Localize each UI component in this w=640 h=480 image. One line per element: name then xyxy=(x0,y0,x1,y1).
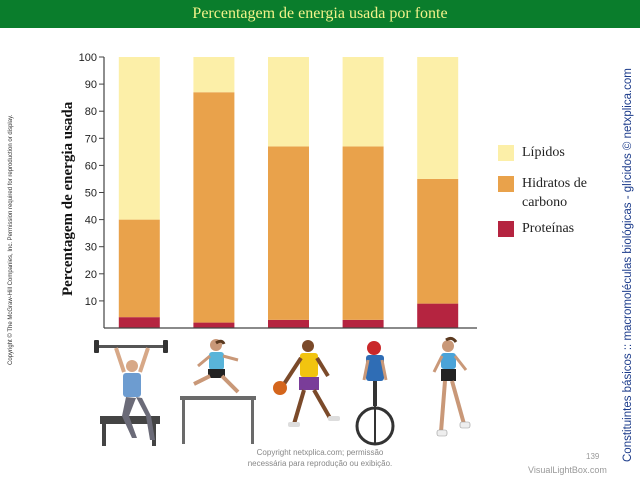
page-number: 139 xyxy=(586,452,600,461)
bar-segment xyxy=(342,146,384,320)
y-tick-label: 40 xyxy=(85,215,97,227)
page-title: Percentagem de energia usada por fonte xyxy=(0,0,640,28)
legend-item-lipidos: Lípidos xyxy=(498,143,612,162)
y-tick-label: 80 xyxy=(85,106,97,118)
y-tick-label: 50 xyxy=(85,188,97,200)
athlete-illustrations xyxy=(94,336,471,446)
side-credit: Constituintes básicos :: macromoléculas … xyxy=(622,68,634,462)
basketball-player-icon xyxy=(273,340,340,427)
bar-segment xyxy=(268,57,309,147)
footer-brand: VisualLightBox.com xyxy=(528,465,607,475)
legend-label-hidratos: Hidratos de carbono xyxy=(522,176,587,210)
y-tick-label: 20 xyxy=(85,269,97,281)
cyclist-icon xyxy=(355,341,395,446)
bar-segment xyxy=(268,319,309,328)
legend-swatch-proteinas xyxy=(498,221,514,237)
hurdler-icon xyxy=(180,339,256,444)
legend-swatch-lipidos xyxy=(498,145,514,161)
bar-segment xyxy=(342,319,384,328)
bar-segment xyxy=(342,57,384,147)
y-tick-label: 30 xyxy=(85,242,97,254)
bar-segment xyxy=(193,57,235,93)
bar-segment xyxy=(193,92,235,323)
watermark: Copyright netxplica.com; permissão neces… xyxy=(230,447,410,469)
weightlifter-icon xyxy=(94,340,168,446)
bar-segment xyxy=(268,146,309,320)
y-tick-label: 60 xyxy=(85,160,97,172)
bar-segment xyxy=(118,219,160,318)
bar-segment xyxy=(118,57,160,220)
bar-segment xyxy=(417,178,459,304)
legend-label-proteinas: Proteínas xyxy=(522,221,575,236)
y-tick-label: 70 xyxy=(85,133,97,145)
legend-label-lipidos: Lípidos xyxy=(522,145,565,160)
legend-item-hidratos: Hidratos de carbono xyxy=(498,174,612,212)
y-tick-label: 10 xyxy=(85,296,97,308)
watermark-line-2: necessária para reprodução ou exibição. xyxy=(247,459,393,468)
runner-icon xyxy=(432,336,471,437)
legend-swatch-hidratos xyxy=(498,176,514,192)
y-tick-label: 100 xyxy=(79,52,97,64)
bar-segment xyxy=(417,57,459,179)
bar-segment xyxy=(118,317,160,328)
watermark-line-1: Copyright netxplica.com; permissão xyxy=(256,448,384,457)
y-tick-label: 90 xyxy=(85,79,97,91)
bar-segment xyxy=(417,303,459,328)
bar-segment xyxy=(193,322,235,328)
legend-item-proteinas: Proteínas xyxy=(498,219,612,238)
